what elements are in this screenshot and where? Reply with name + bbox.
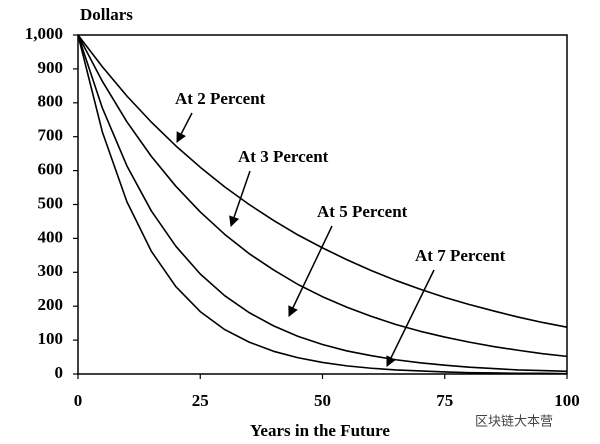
x-tick-label: 0	[74, 391, 83, 410]
x-axis-label: Years in the Future	[250, 421, 390, 440]
arrow	[386, 269, 435, 367]
series-annotation: At 2 Percent	[175, 89, 266, 108]
y-tick-label: 700	[38, 126, 64, 145]
series-line	[77, 34, 568, 373]
x-tick-label: 100	[554, 391, 580, 410]
watermark: 区块链大本营	[475, 415, 553, 430]
y-tick-label: 400	[38, 227, 64, 246]
y-tick-label: 1,000	[25, 24, 63, 43]
series-annotation: At 5 Percent	[317, 202, 408, 221]
y-tick-label: 0	[55, 363, 64, 382]
x-tick-label: 25	[192, 391, 209, 410]
series-annotation: At 3 Percent	[238, 147, 329, 166]
series-line	[77, 34, 568, 375]
arrows	[176, 112, 435, 367]
arrow	[288, 225, 333, 317]
y-tick-label: 600	[38, 160, 64, 179]
y-tick-label: 100	[38, 329, 64, 348]
x-tick-label: 50	[314, 391, 331, 410]
series-line	[77, 34, 568, 329]
series-line	[77, 34, 568, 358]
y-tick-label: 800	[38, 92, 64, 111]
y-tick-label: 500	[38, 193, 64, 212]
y-tick-label: 900	[38, 58, 64, 77]
x-tick-label: 75	[436, 391, 453, 410]
y-tick-label: 200	[38, 295, 64, 314]
series-annotation: At 7 Percent	[415, 246, 506, 265]
arrow	[176, 112, 193, 143]
y-tick-label: 300	[38, 261, 64, 280]
y-axis-label: Dollars	[80, 5, 133, 24]
